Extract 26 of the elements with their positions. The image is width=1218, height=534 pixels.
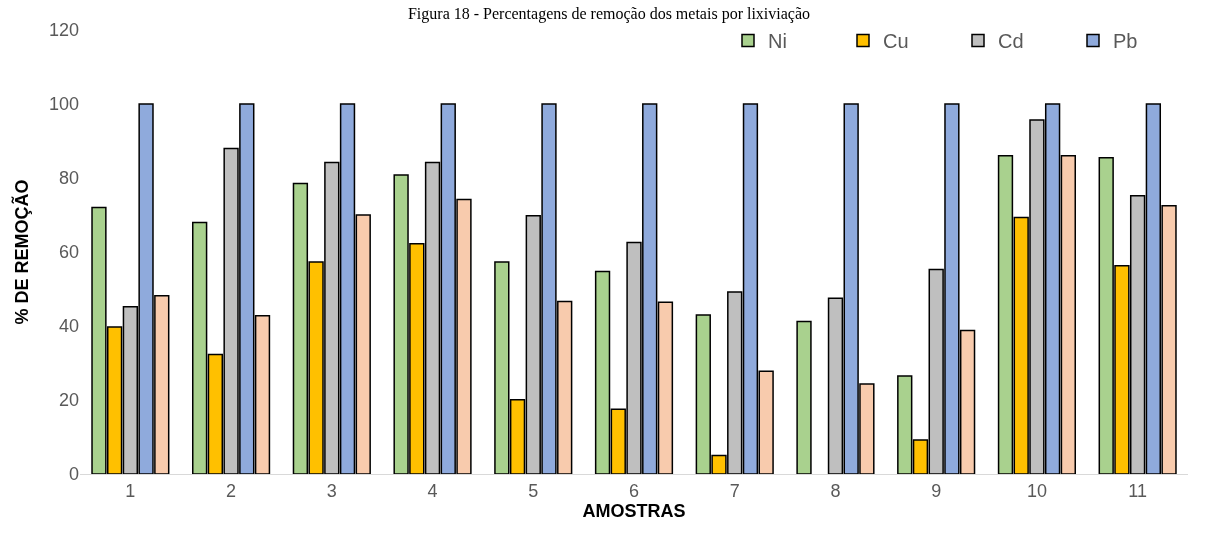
x-tick-label: 7	[729, 480, 740, 501]
x-tick-label: 11	[1128, 480, 1147, 501]
x-tick-label: 5	[528, 480, 539, 501]
y-tick-label: 120	[48, 20, 79, 41]
legend-label: Ni	[768, 30, 787, 53]
y-tick-label: 40	[58, 316, 79, 337]
x-axis-title: AMOSTRAS	[582, 500, 686, 521]
x-tick-label: 4	[427, 480, 438, 501]
x-tick-label: 10	[1026, 480, 1047, 501]
y-tick-label: 80	[58, 168, 79, 189]
legend-label: Pb	[1113, 30, 1138, 53]
legend-label: Cu	[883, 30, 909, 53]
x-tick-label: 3	[326, 480, 337, 501]
x-tick-label: 8	[830, 480, 841, 501]
x-tick-label: 6	[628, 480, 640, 501]
y-axis-title: % DE REMOÇÃO	[11, 179, 33, 325]
legend-label: Cd	[998, 30, 1024, 53]
bar	[796, 320, 812, 474]
chart-title: Figura 18 - Percentagens de remoção dos metais por lixiviação	[407, 5, 811, 24]
x-tick-label: 2	[226, 480, 237, 501]
x-tick-label: 1	[125, 480, 136, 501]
y-tick-label: 0	[68, 464, 79, 485]
y-tick-label: 20	[58, 390, 79, 411]
y-tick-label: 60	[58, 242, 79, 263]
y-tick-label: 100	[48, 94, 79, 115]
x-tick-label: 9	[931, 480, 942, 501]
